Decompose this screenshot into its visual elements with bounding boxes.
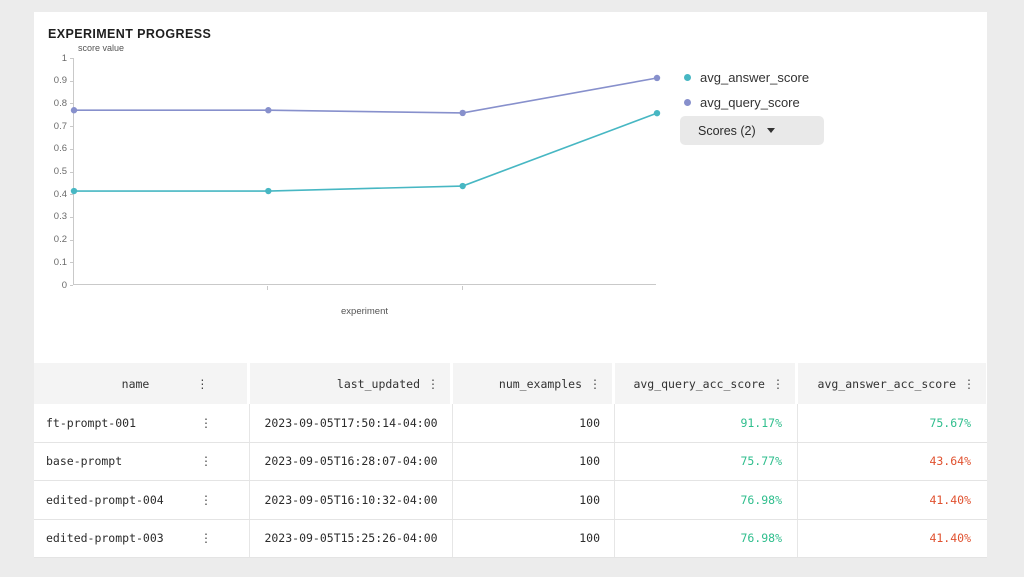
column-header-label: last_updated [336,376,420,391]
y-tick-label: 0.6 [53,143,67,155]
data-point-avg_answer_score[interactable] [70,187,78,195]
legend-item-avg_query_score[interactable]: avg_query_score [684,93,809,111]
y-tick-mark [70,148,73,150]
data-point-avg_query_score[interactable] [653,74,661,82]
cell-avg-answer-acc-score: 41.40% [929,492,971,507]
y-tick-label: 0.2 [53,234,67,246]
experiments-table: name ⋮ last_updated ⋮ num_examples ⋮ avg_query… [34,363,987,558]
cell-name: edited-prompt-004 [46,492,164,507]
data-point-avg_answer_score[interactable] [265,187,272,195]
column-menu-icon[interactable]: ⋮ [772,376,784,391]
y-tick-label: 0.3 [53,211,67,223]
column-header-num_examples[interactable]: num_examples ⋮ [453,363,612,404]
cell-last-updated: 2023-09-05T15:25:26-04:00 [250,519,453,557]
y-tick-mark [70,262,73,264]
table-body: ft-prompt-001 ⋮ 2023-09-05T17:50:14-04:00 1… [34,404,987,558]
column-header-avg_query_acc_score[interactable]: avg_query_acc_score ⋮ [615,363,795,404]
series-line-avg_answer_score [74,112,658,192]
data-point-avg_query_score[interactable] [70,107,78,114]
y-tick-label: 0.9 [53,75,67,87]
data-point-avg_answer_score[interactable] [653,109,661,117]
data-point-avg_answer_score[interactable] [459,182,466,190]
y-tick-mark [70,216,73,218]
cell-last-updated: 2023-09-05T16:28:07-04:00 [250,442,453,480]
line-chart-svg [70,74,661,195]
row-menu-icon[interactable]: ⋮ [200,415,212,430]
chevron-down-icon [766,128,775,133]
scores-dropdown-button[interactable]: Scores (2) [680,116,824,145]
row-menu-icon[interactable]: ⋮ [200,531,212,546]
cell-last-updated: 2023-09-05T16:10:32-04:00 [250,481,453,519]
y-tick-label: 0.8 [53,97,67,109]
legend-item-avg_answer_score[interactable]: avg_answer_score [684,68,809,86]
legend-dot-icon [684,73,691,81]
scores-dropdown-label: Scores (2) [698,123,756,138]
table-row[interactable]: ft-prompt-001 ⋮ 2023-09-05T17:50:14-04:00 1… [34,404,987,443]
column-menu-icon[interactable]: ⋮ [196,376,209,391]
chart-title: EXPERIMENT PROGRESS [48,27,212,41]
data-point-avg_query_score[interactable] [459,109,466,117]
series-line-avg_query_score [74,77,658,114]
cell-name: base-prompt [46,454,123,469]
table-row[interactable]: base-prompt ⋮ 2023-09-05T16:28:07-04:00 100… [34,442,987,481]
row-menu-icon[interactable]: ⋮ [200,492,212,507]
y-tick-mark [70,194,73,196]
column-menu-icon[interactable]: ⋮ [589,376,601,391]
cell-avg-query-acc-score: 76.98% [615,519,798,557]
table-header-row: name ⋮ last_updated ⋮ num_examples ⋮ avg_query… [34,363,987,404]
legend-dot-icon [684,98,691,106]
y-tick-mark [70,80,73,82]
column-header-name[interactable]: name ⋮ [34,363,247,404]
cell-avg-query-acc-score: 76.98% [615,481,798,519]
chart-legend: avg_answer_score avg_query_score [684,68,809,118]
x-tick-mark [267,286,269,290]
y-tick-mark [70,126,73,128]
legend-label: avg_answer_score [700,69,810,85]
y-tick-mark [70,239,73,241]
column-menu-icon[interactable]: ⋮ [427,376,439,391]
y-tick-label: 0.1 [53,256,67,268]
cell-avg-answer-acc-score: 75.67% [929,415,971,430]
cell-avg-query-acc-score: 91.17% [615,404,798,442]
y-tick-mark [70,171,73,173]
column-header-label: num_examples [498,376,582,391]
cell-avg-query-acc-score: 75.77% [615,442,798,480]
legend-label: avg_query_score [700,94,800,110]
y-axis-label: score value [78,43,125,53]
y-tick-label: 0 [61,279,67,291]
column-menu-icon[interactable]: ⋮ [963,376,975,391]
column-header-label: name [121,376,150,391]
data-point-avg_query_score[interactable] [265,107,272,114]
cell-last-updated: 2023-09-05T17:50:14-04:00 [250,404,453,442]
column-header-label: avg_query_acc_score [633,376,765,391]
table-row[interactable]: edited-prompt-004 ⋮ 2023-09-05T16:10:32-04… [34,481,987,520]
cell-num-examples: 100 [453,519,615,557]
cell-num-examples: 100 [453,404,615,442]
y-tick-mark [70,103,73,105]
column-header-last_updated[interactable]: last_updated ⋮ [250,363,450,404]
cell-avg-answer-acc-score: 41.40% [929,531,971,546]
x-tick-mark [461,286,463,290]
y-tick-mark [70,58,73,59]
y-tick-label: 0.7 [53,120,67,132]
y-tick-mark [70,285,73,286]
x-axis-label: experiment [341,306,388,317]
cell-num-examples: 100 [453,481,615,519]
table-row[interactable]: edited-prompt-003 ⋮ 2023-09-05T15:25:26-04… [34,519,987,558]
row-menu-icon[interactable]: ⋮ [200,454,212,469]
y-tick-label: 0.4 [53,188,67,200]
column-header-label: avg_answer_acc_score [817,376,956,391]
line-chart-plot-area [70,58,661,285]
y-tick-label: 0.5 [53,166,67,177]
cell-name: edited-prompt-003 [46,531,164,546]
cell-avg-answer-acc-score: 43.64% [929,454,971,469]
cell-name: ft-prompt-001 [46,415,137,430]
experiment-progress-card: EXPERIMENT PROGRESS score value 1 0.9 0.8 0… [34,12,987,558]
y-tick-label: 1 [61,52,67,64]
column-header-avg_answer_acc_score[interactable]: avg_answer_acc_score ⋮ [798,363,986,404]
cell-num-examples: 100 [453,442,615,480]
